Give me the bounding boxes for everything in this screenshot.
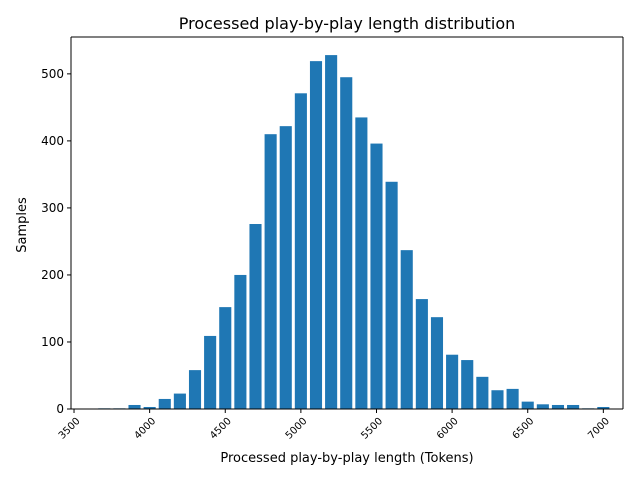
bar <box>385 181 398 409</box>
x-tick-label: 6500 <box>511 416 537 442</box>
bar <box>249 224 262 409</box>
bar <box>355 117 368 410</box>
bar <box>204 335 217 409</box>
bar <box>234 274 247 409</box>
y-tick-label: 400 <box>41 134 64 148</box>
bar <box>567 404 580 409</box>
x-ticks-group: 3500 4000 4500 5000 5500 6000 6500 7000 <box>57 409 612 442</box>
bar <box>188 370 202 409</box>
bar <box>461 360 474 409</box>
bar <box>143 406 156 409</box>
y-tick-label: 0 <box>56 402 64 416</box>
bar <box>446 354 459 409</box>
bar <box>415 299 428 409</box>
y-axis-label: Samples <box>15 197 30 253</box>
x-axis-label: Processed play-by-play length (Tokens) <box>220 451 473 466</box>
bar <box>370 143 383 409</box>
bar <box>521 401 534 409</box>
bar <box>400 250 413 409</box>
chart-title: Processed play-by-play length distributi… <box>179 14 516 33</box>
y-tick-label: 100 <box>41 335 64 349</box>
y-tick-label: 200 <box>41 268 64 282</box>
bar <box>597 406 610 409</box>
bar <box>476 376 489 409</box>
x-tick-label: 4000 <box>133 416 159 442</box>
bar <box>430 317 444 409</box>
x-tick-label: 6000 <box>435 416 461 442</box>
bar <box>506 388 519 409</box>
bar <box>551 404 565 409</box>
x-tick-label: 5500 <box>359 416 385 442</box>
bar <box>309 61 323 409</box>
x-tick-label: 7000 <box>586 416 612 442</box>
x-tick-label: 4500 <box>208 416 234 442</box>
bar <box>173 393 186 409</box>
bar <box>325 55 338 409</box>
x-tick-label: 5000 <box>284 416 310 442</box>
bar <box>294 93 307 410</box>
y-tick-label: 500 <box>41 67 64 81</box>
bars-group <box>98 55 610 410</box>
bar <box>340 77 353 409</box>
x-tick-label: 3500 <box>57 416 83 442</box>
bar <box>219 307 232 409</box>
bar <box>158 398 171 409</box>
bar <box>264 134 277 409</box>
axes-group <box>70 36 624 410</box>
y-ticks-group: 0 100 200 300 400 500 <box>41 67 71 416</box>
bar <box>491 390 504 409</box>
bar <box>536 404 549 409</box>
y-tick-label: 300 <box>41 201 64 215</box>
bar <box>279 126 292 410</box>
bar <box>128 404 141 409</box>
